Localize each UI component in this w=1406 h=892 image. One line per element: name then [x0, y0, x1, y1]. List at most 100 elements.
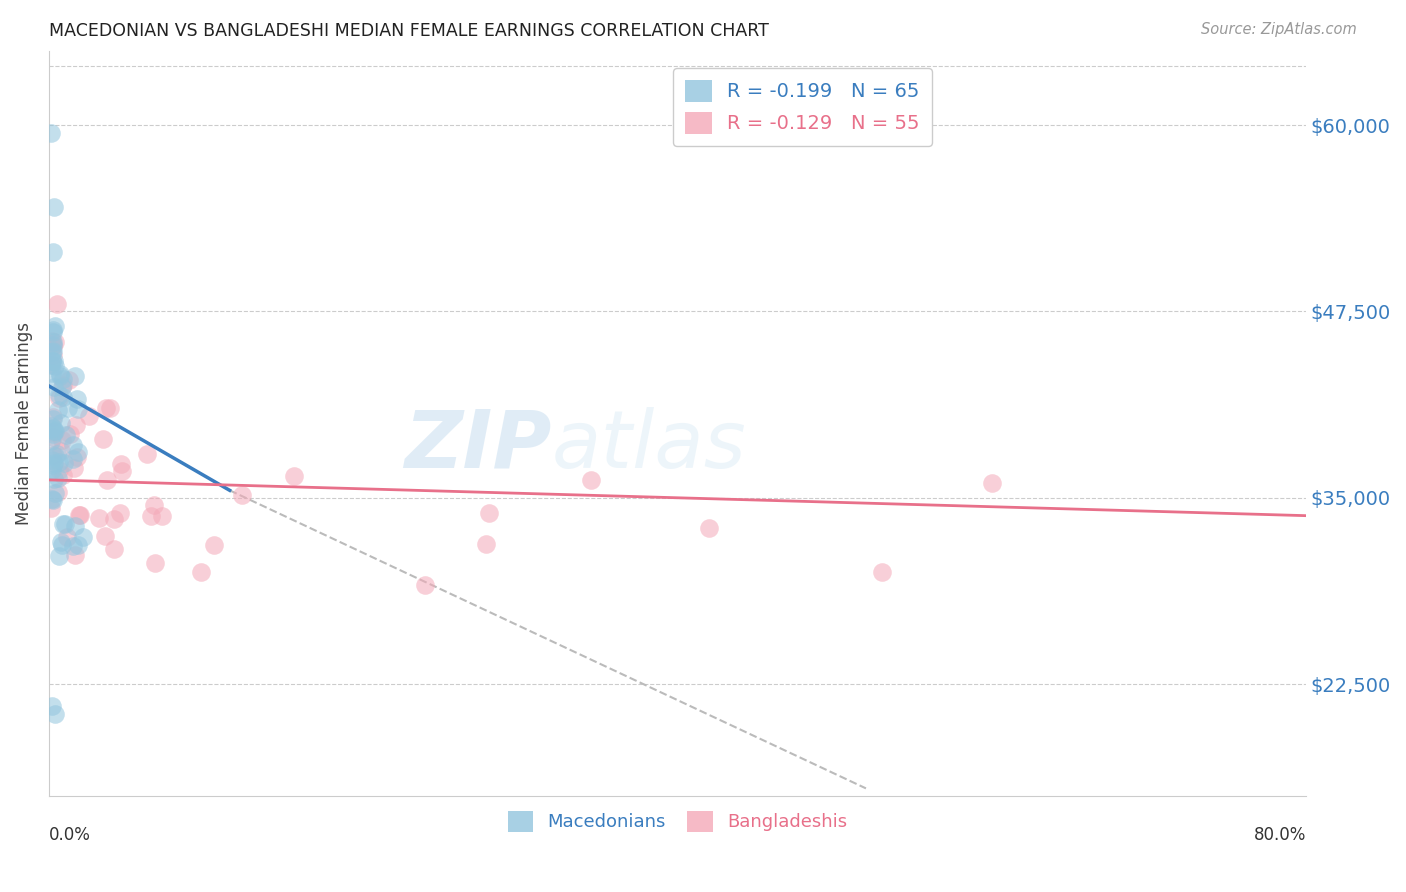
Point	[283, 469, 305, 483]
Point	[96, 473, 118, 487]
Point	[870, 566, 893, 580]
Point	[44, 425, 66, 439]
Point	[413, 578, 436, 592]
Point	[39, 419, 62, 434]
Point	[141, 508, 163, 523]
Point	[44, 486, 66, 500]
Point	[103, 542, 125, 557]
Point	[52, 378, 75, 392]
Point	[44, 319, 66, 334]
Point	[42, 409, 65, 424]
Point	[42, 343, 65, 358]
Point	[51, 538, 73, 552]
Point	[51, 417, 73, 431]
Point	[108, 506, 131, 520]
Point	[79, 409, 101, 423]
Point	[44, 200, 66, 214]
Point	[48, 549, 70, 563]
Point	[65, 417, 87, 432]
Point	[111, 463, 134, 477]
Point	[51, 517, 73, 532]
Point	[41, 354, 63, 368]
Point	[44, 334, 66, 349]
Point	[48, 368, 70, 383]
Point	[474, 537, 496, 551]
Point	[52, 468, 75, 483]
Point	[48, 455, 70, 469]
Point	[41, 453, 63, 467]
Point	[91, 433, 114, 447]
Point	[42, 411, 65, 425]
Point	[44, 424, 66, 438]
Point	[48, 387, 70, 401]
Point	[62, 539, 84, 553]
Point	[66, 402, 89, 417]
Point	[42, 353, 65, 368]
Point	[63, 548, 86, 562]
Point	[63, 368, 86, 383]
Point	[41, 339, 63, 353]
Point	[478, 506, 501, 520]
Point	[52, 457, 75, 471]
Point	[143, 556, 166, 570]
Point	[42, 456, 65, 470]
Point	[63, 518, 86, 533]
Point	[69, 508, 91, 522]
Point	[39, 434, 62, 448]
Point	[41, 699, 63, 714]
Point	[59, 427, 82, 442]
Point	[42, 493, 65, 508]
Point	[41, 334, 63, 349]
Point	[51, 380, 73, 394]
Point	[41, 458, 63, 472]
Point	[579, 473, 602, 487]
Point	[103, 512, 125, 526]
Point	[94, 529, 117, 543]
Point	[56, 401, 79, 416]
Point	[41, 354, 63, 368]
Point	[42, 323, 65, 337]
Text: 80.0%: 80.0%	[1254, 826, 1306, 844]
Point	[44, 706, 66, 721]
Point	[136, 447, 159, 461]
Point	[39, 358, 62, 372]
Y-axis label: Median Female Earnings: Median Female Earnings	[15, 322, 32, 524]
Text: MACEDONIAN VS BANGLADESHI MEDIAN FEMALE EARNINGS CORRELATION CHART: MACEDONIAN VS BANGLADESHI MEDIAN FEMALE …	[49, 22, 769, 40]
Point	[150, 508, 173, 523]
Point	[110, 457, 132, 471]
Point	[94, 401, 117, 415]
Point	[697, 520, 720, 534]
Point	[190, 565, 212, 579]
Point	[42, 448, 65, 462]
Point	[41, 345, 63, 359]
Point	[42, 421, 65, 435]
Point	[66, 450, 89, 464]
Point	[41, 463, 63, 477]
Point	[46, 470, 69, 484]
Point	[42, 325, 65, 339]
Point	[41, 500, 63, 515]
Point	[980, 475, 1002, 490]
Point	[41, 349, 63, 363]
Point	[72, 530, 94, 544]
Text: ZIP: ZIP	[405, 407, 551, 484]
Point	[48, 463, 70, 477]
Point	[49, 444, 72, 458]
Point	[46, 484, 69, 499]
Point	[55, 530, 77, 544]
Point	[48, 367, 70, 381]
Point	[202, 538, 225, 552]
Point	[67, 538, 90, 552]
Point	[62, 438, 84, 452]
Point	[143, 499, 166, 513]
Point	[42, 335, 65, 350]
Point	[42, 380, 65, 394]
Text: 0.0%: 0.0%	[49, 826, 91, 844]
Point	[98, 401, 121, 415]
Point	[52, 371, 75, 385]
Point	[62, 452, 84, 467]
Point	[52, 390, 75, 404]
Point	[42, 471, 65, 485]
Point	[42, 338, 65, 352]
Point	[46, 447, 69, 461]
